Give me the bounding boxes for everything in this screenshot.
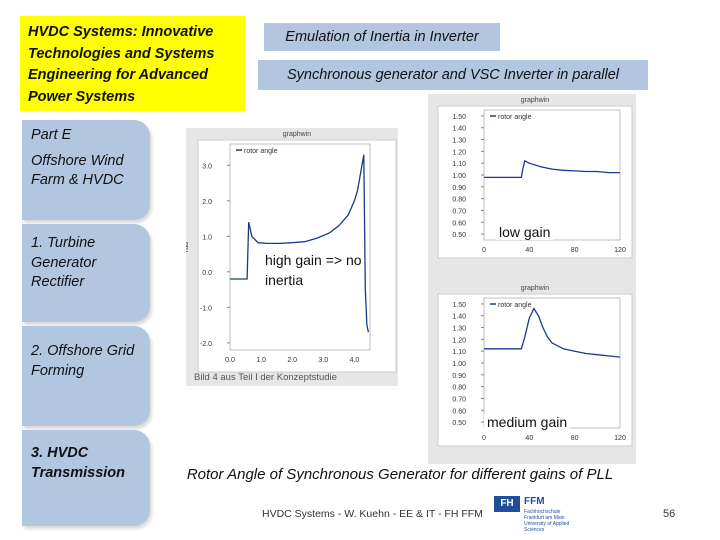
sidebar-part-label: Part E (31, 127, 72, 143)
x-tick-label: 120 (614, 435, 626, 442)
y-axis-label: rad (428, 358, 430, 368)
x-tick-label: 0 (482, 247, 486, 254)
x-tick-label: 40 (525, 247, 533, 254)
chart-window-title: graphwin (283, 131, 312, 138)
sidebar-item-transmission: 3. HVDC Transmission (22, 430, 150, 526)
y-tick-label: -2.0 (200, 341, 212, 348)
y-tick-label: 1.00 (452, 361, 466, 368)
x-tick-label: 120 (614, 247, 626, 254)
y-tick-label: 1.20 (452, 149, 466, 156)
y-tick-label: 1.30 (452, 326, 466, 333)
slide-title: HVDC Systems: Innovative Technologies an… (20, 16, 245, 111)
legend-label: rotor angle (498, 302, 532, 309)
y-tick-label: 0.0 (202, 270, 212, 277)
x-tick-label: 80 (571, 435, 579, 442)
x-tick-label: 2.0 (287, 357, 297, 364)
sidebar-topic: Offshore Wind Farm & HVDC (31, 152, 124, 189)
logo-institution: Fachhochschule Frankfurt am Main Univers… (524, 509, 570, 533)
y-tick-label: 1.30 (452, 138, 466, 145)
sidebar-part: Part E Offshore Wind Farm & HVDC (22, 120, 150, 220)
x-tick-label: 40 (525, 435, 533, 442)
y-tick-label: 1.10 (452, 161, 466, 168)
x-tick-label: 0.0 (225, 357, 235, 364)
y-tick-label: 1.00 (452, 173, 466, 180)
y-tick-label: 0.80 (452, 197, 466, 204)
y-tick-label: 0.70 (452, 396, 466, 403)
y-tick-label: 0.80 (452, 385, 466, 392)
y-tick-label: 2.0 (202, 199, 212, 206)
y-axis-label: rad (186, 242, 190, 252)
y-tick-label: 1.50 (452, 114, 466, 121)
figure-caption: Rotor Angle of Synchronous Generator for… (186, 466, 614, 483)
y-tick-label: 0.60 (452, 408, 466, 415)
y-tick-label: 1.20 (452, 337, 466, 344)
y-tick-label: 1.0 (202, 234, 212, 241)
x-tick-label: 4.0 (350, 357, 360, 364)
chart-window-title: graphwin (521, 285, 550, 292)
legend-label: rotor angle (244, 148, 278, 155)
annotation-high-gain: high gain => no inertia (265, 250, 363, 290)
legend-label: rotor angle (498, 114, 532, 121)
y-tick-label: 1.10 (452, 349, 466, 356)
subtitle: Emulation of Inertia in Inverter (264, 23, 500, 51)
y-tick-label: 0.60 (452, 220, 466, 227)
x-tick-label: 3.0 (318, 357, 328, 364)
annotation-medium-gain: medium gain (484, 414, 571, 430)
logo-fh-box: FH (494, 496, 520, 512)
annotation-low-gain: low gain (496, 224, 554, 240)
y-tick-label: 1.50 (452, 302, 466, 309)
y-tick-label: 1.40 (452, 126, 466, 133)
y-tick-label: 0.50 (452, 420, 466, 427)
series-line-0 (484, 307, 621, 358)
y-tick-label: 0.70 (452, 208, 466, 215)
x-tick-label: 80 (571, 247, 579, 254)
logo-ffm: FFM (524, 496, 545, 507)
source-note: Bild 4 aus Teil I der Konzeptstudie (194, 372, 337, 383)
x-tick-label: 1.0 (256, 357, 266, 364)
plot-area (483, 109, 621, 241)
sidebar-item-turbine: 1. Turbine Generator Rectifier (22, 224, 150, 322)
y-tick-label: 0.90 (452, 185, 466, 192)
sidebar-item-label: 2. Offshore Grid Forming (31, 343, 135, 379)
series-line-0 (484, 159, 620, 179)
x-tick-label: 0 (482, 435, 486, 442)
sidebar-item-label: 1. Turbine Generator Rectifier (31, 235, 97, 290)
page-number: 56 (663, 508, 676, 520)
y-axis-label: rad (428, 170, 430, 180)
y-tick-label: -1.0 (200, 305, 212, 312)
y-tick-label: 1.40 (452, 314, 466, 321)
footer-text: HVDC Systems - W. Kuehn - EE & IT - FH F… (262, 508, 483, 520)
y-tick-label: 0.50 (452, 232, 466, 239)
y-tick-label: 3.0 (202, 163, 212, 170)
y-tick-label: 0.90 (452, 373, 466, 380)
subtitle-secondary: Synchronous generator and VSC Inverter i… (258, 60, 648, 90)
sidebar-item-label: 3. HVDC Transmission (31, 445, 126, 481)
series-line-0 (230, 154, 370, 333)
plot-area (229, 143, 371, 351)
chart-window-title: graphwin (521, 97, 550, 104)
sidebar-item-grid: 2. Offshore Grid Forming (22, 326, 150, 426)
